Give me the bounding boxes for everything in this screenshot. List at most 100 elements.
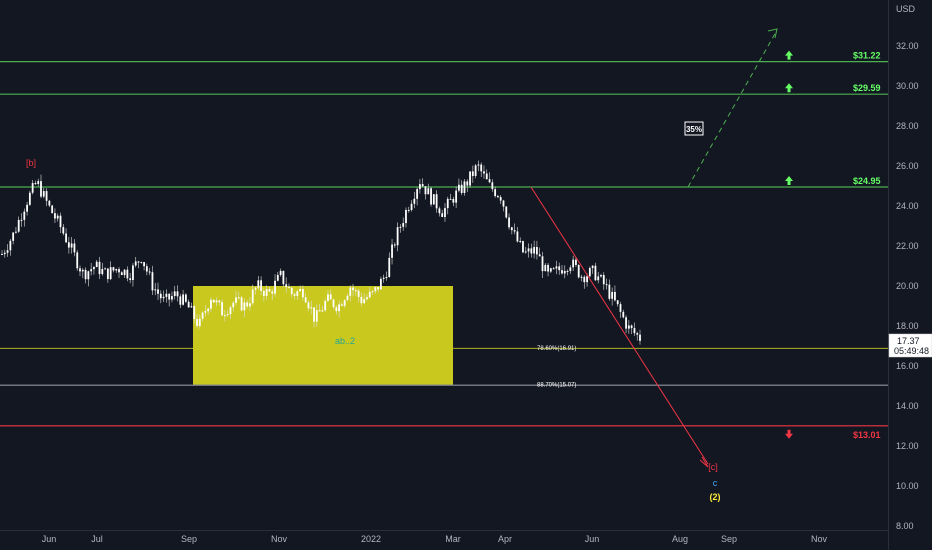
candle: [419, 179, 421, 194]
candle: [184, 293, 187, 304]
candle: [20, 213, 23, 227]
candle: [329, 289, 332, 300]
candle: [249, 296, 251, 311]
candle: [488, 172, 491, 184]
candle-body: [536, 246, 538, 255]
candle: [413, 191, 416, 209]
candle: [530, 243, 533, 258]
candle-body: [276, 274, 279, 281]
horizontal-levels: $31.22 $29.59 $24.95 $13.01: [0, 50, 888, 440]
candle: [519, 237, 522, 244]
candle: [324, 298, 327, 313]
candle-body: [56, 215, 59, 219]
candle: [541, 251, 544, 278]
candle: [120, 271, 123, 276]
candle: [625, 315, 627, 334]
candle: [182, 289, 184, 306]
candle-body: [165, 293, 168, 297]
candle: [304, 292, 307, 304]
candle: [407, 206, 410, 213]
candle: [260, 276, 263, 295]
candle: [15, 226, 17, 234]
price-axis[interactable]: 32.00 30.00 28.00 26.00 24.00 22.00 20.00 18.00…: [896, 41, 919, 531]
candle-body: [93, 267, 95, 270]
candle: [290, 286, 293, 298]
candle: [577, 264, 580, 279]
candle-body: [407, 209, 410, 211]
candle: [126, 266, 129, 282]
time-axis[interactable]: Jun Jul Sep Nov 2022 Mar Apr Jun Aug Sep Nov: [42, 534, 828, 544]
time-tick-label: Mar: [445, 534, 461, 544]
candle-body: [611, 291, 614, 299]
bearish-arrowhead-icon: [699, 456, 709, 468]
candle-body: [210, 299, 212, 309]
candle: [360, 292, 363, 307]
candle-body: [79, 268, 81, 272]
candle: [588, 266, 591, 278]
resistance-label: $24.95: [853, 176, 881, 186]
candle-body: [379, 278, 382, 290]
candle: [282, 270, 285, 287]
support-label: $13.01: [853, 430, 881, 440]
candle-body: [318, 310, 321, 312]
candle: [48, 199, 51, 208]
candle-body: [488, 179, 491, 183]
candle-body: [251, 289, 254, 304]
candle: [346, 293, 349, 301]
candle-body: [40, 181, 42, 197]
candle-body: [198, 318, 201, 326]
candle: [221, 299, 223, 316]
candle-body: [246, 302, 249, 307]
candle: [636, 331, 639, 341]
candle: [218, 299, 221, 305]
candle: [432, 194, 435, 205]
candle: [318, 303, 321, 312]
candle: [563, 265, 566, 279]
candle: [639, 329, 641, 345]
candle-body: [296, 291, 299, 296]
candle: [134, 256, 137, 268]
candle: [171, 291, 173, 303]
candle-body: [335, 307, 338, 312]
candle: [54, 208, 56, 224]
wave-labels: [b] ab..2 [c] c (2): [26, 158, 721, 502]
candle-body: [382, 277, 385, 279]
candle-body: [118, 269, 120, 273]
candle: [313, 307, 315, 328]
price-tick-label: 20.00: [896, 281, 919, 291]
candle-body: [42, 191, 45, 197]
candle: [494, 186, 497, 198]
candle: [95, 259, 98, 268]
candle-body: [187, 301, 190, 308]
candle: [513, 223, 516, 235]
candle: [210, 296, 212, 313]
candle-body: [586, 276, 588, 283]
candle: [279, 268, 282, 277]
candle-body: [483, 171, 485, 174]
candle-body: [59, 215, 62, 228]
candle: [265, 285, 268, 300]
candle-body: [307, 302, 310, 309]
time-tick-label: 2022: [361, 534, 381, 544]
candle-body: [23, 211, 26, 220]
candle: [98, 256, 101, 279]
candle: [1, 250, 3, 255]
candle-body: [354, 290, 357, 292]
candle: [569, 265, 572, 274]
price-tick-label: 32.00: [896, 41, 919, 51]
candle-body: [405, 209, 407, 224]
candle-body: [182, 294, 184, 305]
candle-body: [106, 268, 109, 280]
candle-body: [558, 266, 561, 271]
candle-body: [143, 262, 145, 267]
candle: [379, 276, 382, 290]
candle-body: [460, 184, 463, 193]
arrow-up-icon: [785, 50, 793, 60]
candle-body: [20, 219, 23, 221]
candle: [527, 243, 530, 258]
candle-body: [315, 310, 318, 322]
candle-body: [62, 227, 65, 234]
candle-body: [268, 289, 271, 292]
candle-body: [109, 267, 112, 280]
